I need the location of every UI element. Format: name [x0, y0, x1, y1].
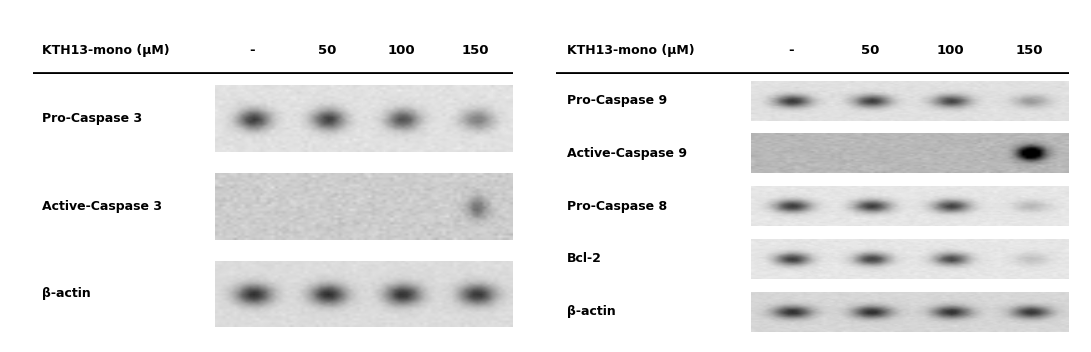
- Text: Pro-Caspase 9: Pro-Caspase 9: [566, 94, 667, 107]
- Text: Active-Caspase 3: Active-Caspase 3: [43, 200, 163, 213]
- Text: Bcl-2: Bcl-2: [566, 252, 601, 265]
- Text: -: -: [250, 44, 255, 57]
- Text: Active-Caspase 9: Active-Caspase 9: [566, 147, 686, 160]
- Text: 150: 150: [461, 44, 490, 57]
- Text: Pro-Caspase 3: Pro-Caspase 3: [43, 112, 143, 125]
- Text: Pro-Caspase 8: Pro-Caspase 8: [566, 200, 667, 213]
- Text: 150: 150: [1016, 44, 1043, 57]
- Text: 100: 100: [387, 44, 415, 57]
- Text: KTH13-mono (μM): KTH13-mono (μM): [566, 44, 694, 57]
- Text: 50: 50: [317, 44, 336, 57]
- Text: KTH13-mono (μM): KTH13-mono (μM): [43, 44, 170, 57]
- Text: β-actin: β-actin: [566, 305, 615, 318]
- Text: 100: 100: [936, 44, 963, 57]
- Text: β-actin: β-actin: [43, 288, 91, 301]
- Text: 50: 50: [861, 44, 879, 57]
- Text: -: -: [788, 44, 794, 57]
